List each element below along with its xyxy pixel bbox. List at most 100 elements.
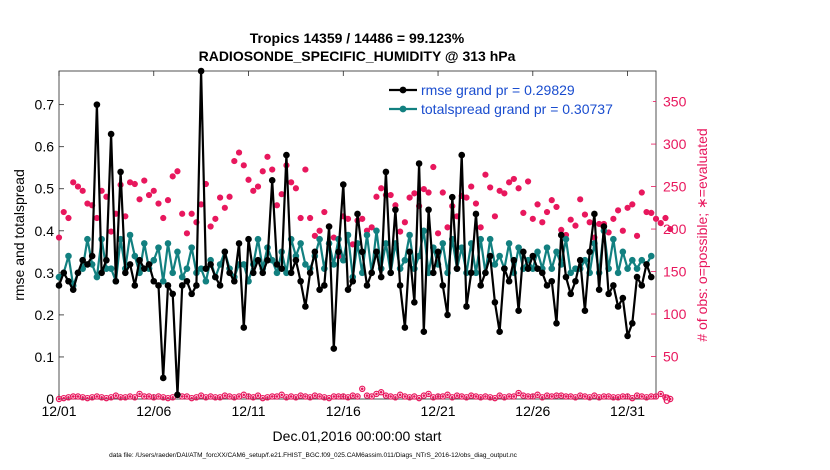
rmse-point xyxy=(396,282,404,289)
totalspread-point xyxy=(197,265,205,272)
obs-possible-dot xyxy=(152,396,156,399)
totalspread-point xyxy=(548,265,556,272)
obs-evaluated-marker xyxy=(221,204,228,211)
obs-possible-dot xyxy=(607,395,610,398)
obs-possible-dot xyxy=(332,395,336,398)
obs-possible-dot xyxy=(645,396,648,399)
obs-possible-marker xyxy=(667,395,674,403)
obs-evaluated-marker xyxy=(420,186,427,193)
obs-possible-dot xyxy=(356,395,359,398)
obs-possible-dot xyxy=(86,396,89,400)
legend-box xyxy=(360,78,653,118)
obs-possible-dot xyxy=(365,394,369,397)
rmse-point xyxy=(524,265,532,272)
rmse-point xyxy=(505,277,513,285)
rmse-point xyxy=(178,282,186,289)
y-right-tick-label: 100 xyxy=(663,306,687,322)
obs-evaluated-marker xyxy=(638,189,645,196)
y-right-tick-label: 200 xyxy=(663,221,687,237)
rmse-point xyxy=(624,332,631,340)
rmse-point xyxy=(548,277,556,285)
obs-possible-dot xyxy=(95,395,99,398)
obs-evaluated-marker xyxy=(183,230,191,237)
obs-evaluated-marker xyxy=(629,201,636,208)
y-tick-label: 0.5 xyxy=(35,181,55,197)
y-right-tick-label: 250 xyxy=(663,179,687,195)
obs-possible-dot xyxy=(218,396,222,399)
rmse-point xyxy=(406,248,413,256)
totalspread-point xyxy=(553,248,560,256)
obs-evaluated-marker xyxy=(302,166,309,173)
x-tick-label: 12/31 xyxy=(610,403,645,419)
obs-possible-dot xyxy=(621,395,625,398)
rmse-point xyxy=(278,265,285,272)
totalspread-point xyxy=(131,252,139,260)
totalspread-point xyxy=(382,240,390,247)
obs-possible-dot xyxy=(555,394,558,397)
totalspread-point xyxy=(472,269,480,277)
rmse-point xyxy=(188,290,195,298)
rmse-point xyxy=(60,269,68,277)
totalspread-point xyxy=(486,235,494,243)
obs-evaluated-marker xyxy=(524,178,532,185)
y-tick-label: 0.6 xyxy=(35,139,55,155)
obs-possible-marker xyxy=(425,390,432,398)
obs-evaluated-marker xyxy=(373,193,380,200)
rmse-point xyxy=(576,256,584,264)
rmse-point xyxy=(221,248,229,256)
rmse-point xyxy=(354,210,361,218)
obs-possible-marker xyxy=(534,391,541,398)
chart-subtitle: RADIOSONDE_SPECIFIC_HUMIDITY @ 313 hPa xyxy=(199,48,516,64)
rmse-point xyxy=(325,223,333,230)
totalspread-point xyxy=(117,235,124,243)
rmse-point xyxy=(562,273,570,281)
rmse-point xyxy=(183,277,191,285)
rmse-point xyxy=(605,290,612,298)
obs-evaluated-marker xyxy=(477,224,484,231)
obs-possible-dot xyxy=(616,396,620,399)
obs-possible-dot xyxy=(313,394,317,397)
y-tick-label: 0.1 xyxy=(35,349,55,365)
obs-evaluated-marker xyxy=(65,214,72,222)
obs-possible-dot xyxy=(469,394,473,397)
obs-possible-dot xyxy=(166,396,170,400)
rmse-point xyxy=(633,273,641,281)
totalspread-point xyxy=(529,265,537,272)
obs-possible-dot xyxy=(522,394,525,397)
obs-possible-dot xyxy=(408,396,411,399)
obs-possible-dot xyxy=(394,396,397,399)
x-tick-label: 12/21 xyxy=(421,403,456,419)
totalspread-point xyxy=(316,235,323,243)
totalspread-point xyxy=(174,248,181,256)
obs-possible-dot xyxy=(204,396,208,399)
rmse-point xyxy=(55,282,63,289)
rmse-point xyxy=(439,282,447,289)
rmse-point xyxy=(458,151,466,159)
obs-possible-dot xyxy=(545,394,549,397)
totalspread-point xyxy=(339,256,347,264)
rmse-point xyxy=(249,269,257,277)
obs-evaluated-marker xyxy=(188,210,195,217)
obs-possible-dot xyxy=(180,395,184,398)
obs-possible-dot xyxy=(242,393,246,397)
rmse-point xyxy=(472,210,480,218)
obs-possible-dot xyxy=(171,396,175,399)
rmse-point xyxy=(501,265,508,272)
obs-possible-marker xyxy=(657,390,664,398)
obs-possible-dot xyxy=(81,396,84,399)
rmse-point xyxy=(197,67,205,75)
obs-possible-dot xyxy=(484,395,487,398)
obs-possible-dot xyxy=(398,393,402,397)
rmse-point xyxy=(600,223,608,230)
rmse-point xyxy=(136,256,143,264)
obs-possible-dot xyxy=(375,392,378,396)
totalspread-point xyxy=(183,265,191,272)
rmse-point xyxy=(349,277,357,285)
rmse-point xyxy=(216,282,224,289)
obs-possible-marker xyxy=(652,393,660,400)
obs-possible-dot xyxy=(133,396,137,399)
obs-evaluated-marker xyxy=(539,219,546,226)
obs-evaluated-marker xyxy=(548,197,555,204)
rmse-point xyxy=(534,265,541,272)
obs-evaluated-marker xyxy=(581,211,589,218)
